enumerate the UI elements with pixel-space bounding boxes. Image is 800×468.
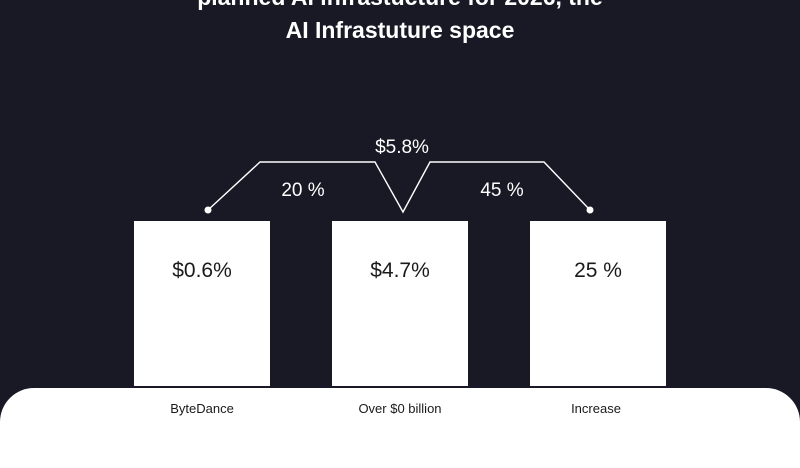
bar-value-label: $0.6% <box>172 259 232 282</box>
bar-card-over-billion: $4.7% <box>332 221 468 386</box>
category-label-increase: Increase <box>571 401 621 416</box>
connector-label-right: 45 % <box>480 180 524 201</box>
bar-card-increase: 25 % <box>530 221 666 386</box>
connector-dot-left <box>204 206 212 214</box>
connector-dot-right <box>586 206 594 214</box>
category-label-over-billion: Over $0 billion <box>358 401 442 416</box>
bar-value-label: $4.7% <box>370 259 430 282</box>
connector-lines <box>204 161 594 214</box>
connector-label-center: $5.8% <box>375 137 429 158</box>
category-label-bytedance: ByteDance <box>170 401 234 416</box>
bar-value-label: 25 % <box>574 259 622 282</box>
connector-path <box>207 161 591 214</box>
bar-card-bytedance: $0.6% <box>134 221 270 386</box>
chart-title-line-1: planned AI infrastucture for 2026, the <box>0 0 800 10</box>
bottom-panel <box>0 388 800 468</box>
chart-title-line-2: AI Infrastuture space <box>285 17 515 43</box>
connector-label-left: 20 % <box>281 180 325 201</box>
